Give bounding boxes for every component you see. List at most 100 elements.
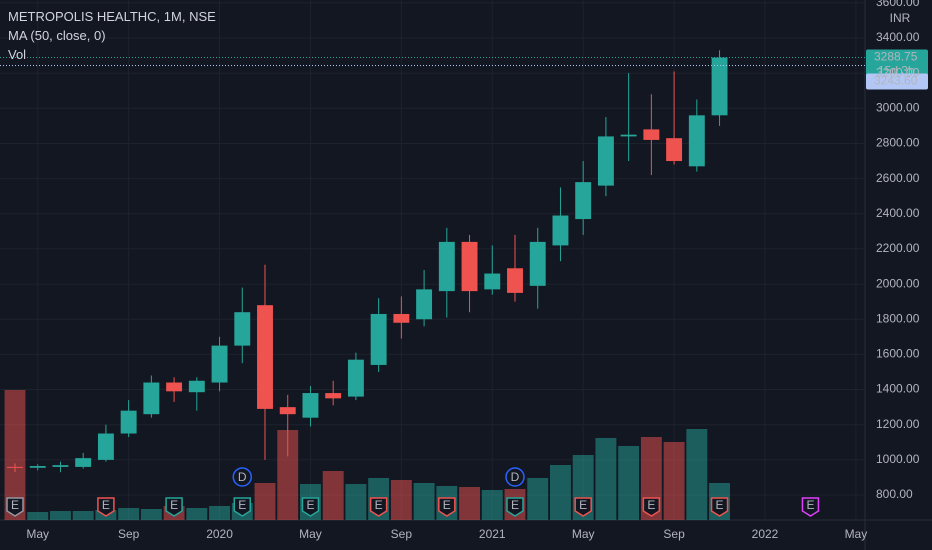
candle-body [620,134,637,137]
x-tick-label: May [845,527,868,541]
candle-body [575,182,592,220]
candle-body [552,215,569,246]
earnings-label: E [102,498,110,512]
y-tick-label: 2200.00 [876,241,920,255]
y-tick-label: 3400.00 [876,30,920,44]
candle-body [711,57,728,116]
earnings-label: E [716,498,724,512]
earnings-marker [642,497,661,517]
indicator-ma: MA (50, close, 0) [8,28,106,43]
volume-bar [390,480,412,520]
indicator-vol: Vol [8,47,26,62]
volume-bar [4,390,26,520]
dividend-label: D [511,470,520,484]
y-tick-label: 1000.00 [876,452,920,466]
earnings-label: E [170,498,178,512]
candle-body [7,466,23,468]
candle-body [529,241,546,286]
candle-body [120,410,137,434]
candle-body [52,465,69,467]
price-label: 3243.60 [874,74,918,88]
volume-bar [140,509,162,520]
x-tick-label: May [572,527,595,541]
candle-body [666,138,683,162]
dividend-label: D [238,470,247,484]
symbol-title: METROPOLIS HEALTHC, 1M, NSE [8,9,216,24]
candle-body [97,433,114,460]
volume-bar [413,483,435,520]
candle-body [257,305,273,409]
earnings-marker [301,497,320,517]
volume-bar [27,512,49,520]
candle-body [29,466,46,468]
volume-bar [459,487,480,520]
earnings-marker [97,497,115,517]
grid [0,0,865,520]
x-tick-label: May [26,527,49,541]
earnings-marker [801,497,820,517]
x-tick-label: May [299,527,322,541]
y-tick-label: 1200.00 [876,417,920,431]
volume-bar [595,438,617,520]
candle-body [507,268,523,293]
x-tick-label: Sep [118,527,140,541]
y-tick-label: 2800.00 [876,136,920,150]
volume-bar [50,511,71,520]
y-tick-label: 800.00 [876,487,913,501]
candle-body [75,458,92,467]
dividend-marker [505,467,525,487]
volume-bar [209,506,230,520]
y-tick-label: 2600.00 [876,171,920,185]
candle-body [302,393,319,418]
candle-body [211,345,228,383]
candle-body [688,115,705,167]
currency: INR [890,11,911,25]
x-tick-label: 2022 [752,527,779,541]
candle-layer [7,50,728,473]
volume-bar [481,490,503,520]
earnings-marker [574,497,592,517]
candle-body [325,393,342,399]
dividend-marker [232,467,253,487]
candle-body [597,136,614,186]
candle-body [370,313,387,365]
volume-bar [72,511,94,520]
volume-bar [118,508,140,520]
earnings-label: E [806,498,814,512]
y-tick-label: 3000.00 [876,100,920,114]
price-label-bg [866,73,928,90]
volume-bar [618,446,640,520]
candle-body [438,241,455,292]
earnings-marker [369,497,388,517]
earnings-marker [165,497,183,517]
volume-bar [322,471,344,520]
x-tick-label: Sep [391,527,413,541]
x-tick-label: 2021 [479,527,506,541]
x-tick-label: 2020 [206,527,233,541]
x-tick-label: Sep [663,527,685,541]
y-tick-label: 1400.00 [876,382,920,396]
volume-bar [550,465,571,520]
y-tick-label: 1600.00 [876,347,920,361]
price-label-bg [866,49,928,80]
earnings-label: E [511,498,519,512]
earnings-label: E [306,498,314,512]
earnings-label: E [375,498,383,512]
earnings-label: E [647,498,655,512]
earnings-marker [233,497,252,517]
price-label: 3288.75 [874,50,918,64]
candle-body [484,273,501,290]
candle-body [234,312,251,346]
volume-bar [186,508,208,520]
earnings-marker [506,497,524,517]
candle-body [143,382,160,415]
y-tick-label: 2000.00 [876,276,920,290]
earnings-label: E [579,498,587,512]
y-tick-label: 3200.00 [876,65,920,79]
candle-body [416,289,433,320]
earnings-marker [438,497,456,517]
earnings-marker [710,497,729,517]
candle-body [166,382,183,392]
